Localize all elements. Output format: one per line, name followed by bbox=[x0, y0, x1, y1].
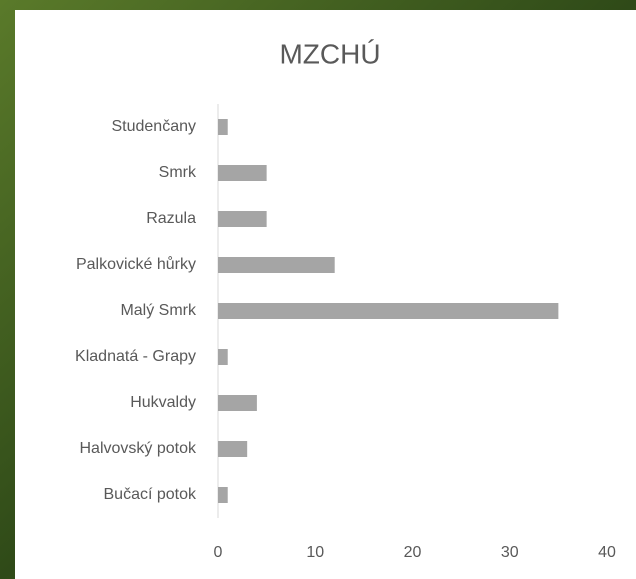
y-tick-label: Razula bbox=[146, 210, 196, 227]
chart: MZCHÚ 0 10 20 30 40 Studenčany Smrk Razula Palko… bbox=[0, 0, 636, 579]
y-tick-label: Studenčany bbox=[111, 118, 196, 135]
bar bbox=[218, 211, 267, 227]
bar bbox=[218, 395, 257, 411]
y-tick-label: Smrk bbox=[159, 164, 197, 181]
x-tick-label: 10 bbox=[306, 544, 324, 561]
y-tick-label: Halvovský potok bbox=[80, 440, 197, 457]
bar bbox=[218, 441, 247, 457]
chart-title: MZCHÚ bbox=[279, 38, 380, 69]
x-tick-label: 40 bbox=[598, 544, 616, 561]
y-tick-label: Kladnatá - Grapy bbox=[75, 348, 196, 365]
bar bbox=[218, 487, 228, 503]
x-tick-label: 20 bbox=[404, 544, 422, 561]
bar bbox=[218, 303, 558, 319]
y-tick-label: Hukvaldy bbox=[130, 394, 196, 411]
x-tick-label: 30 bbox=[501, 544, 519, 561]
y-tick-label: Palkovické hůrky bbox=[76, 255, 196, 273]
y-tick-label: Bučací potok bbox=[104, 486, 198, 503]
bar bbox=[218, 165, 267, 181]
page: MZCHÚ 0 10 20 30 40 Studenčany Smrk Razula Palko… bbox=[0, 0, 636, 579]
bar bbox=[218, 257, 335, 273]
bar bbox=[218, 349, 228, 365]
x-tick-label: 0 bbox=[214, 544, 223, 561]
bar bbox=[218, 119, 228, 135]
y-tick-label: Malý Smrk bbox=[120, 302, 197, 319]
